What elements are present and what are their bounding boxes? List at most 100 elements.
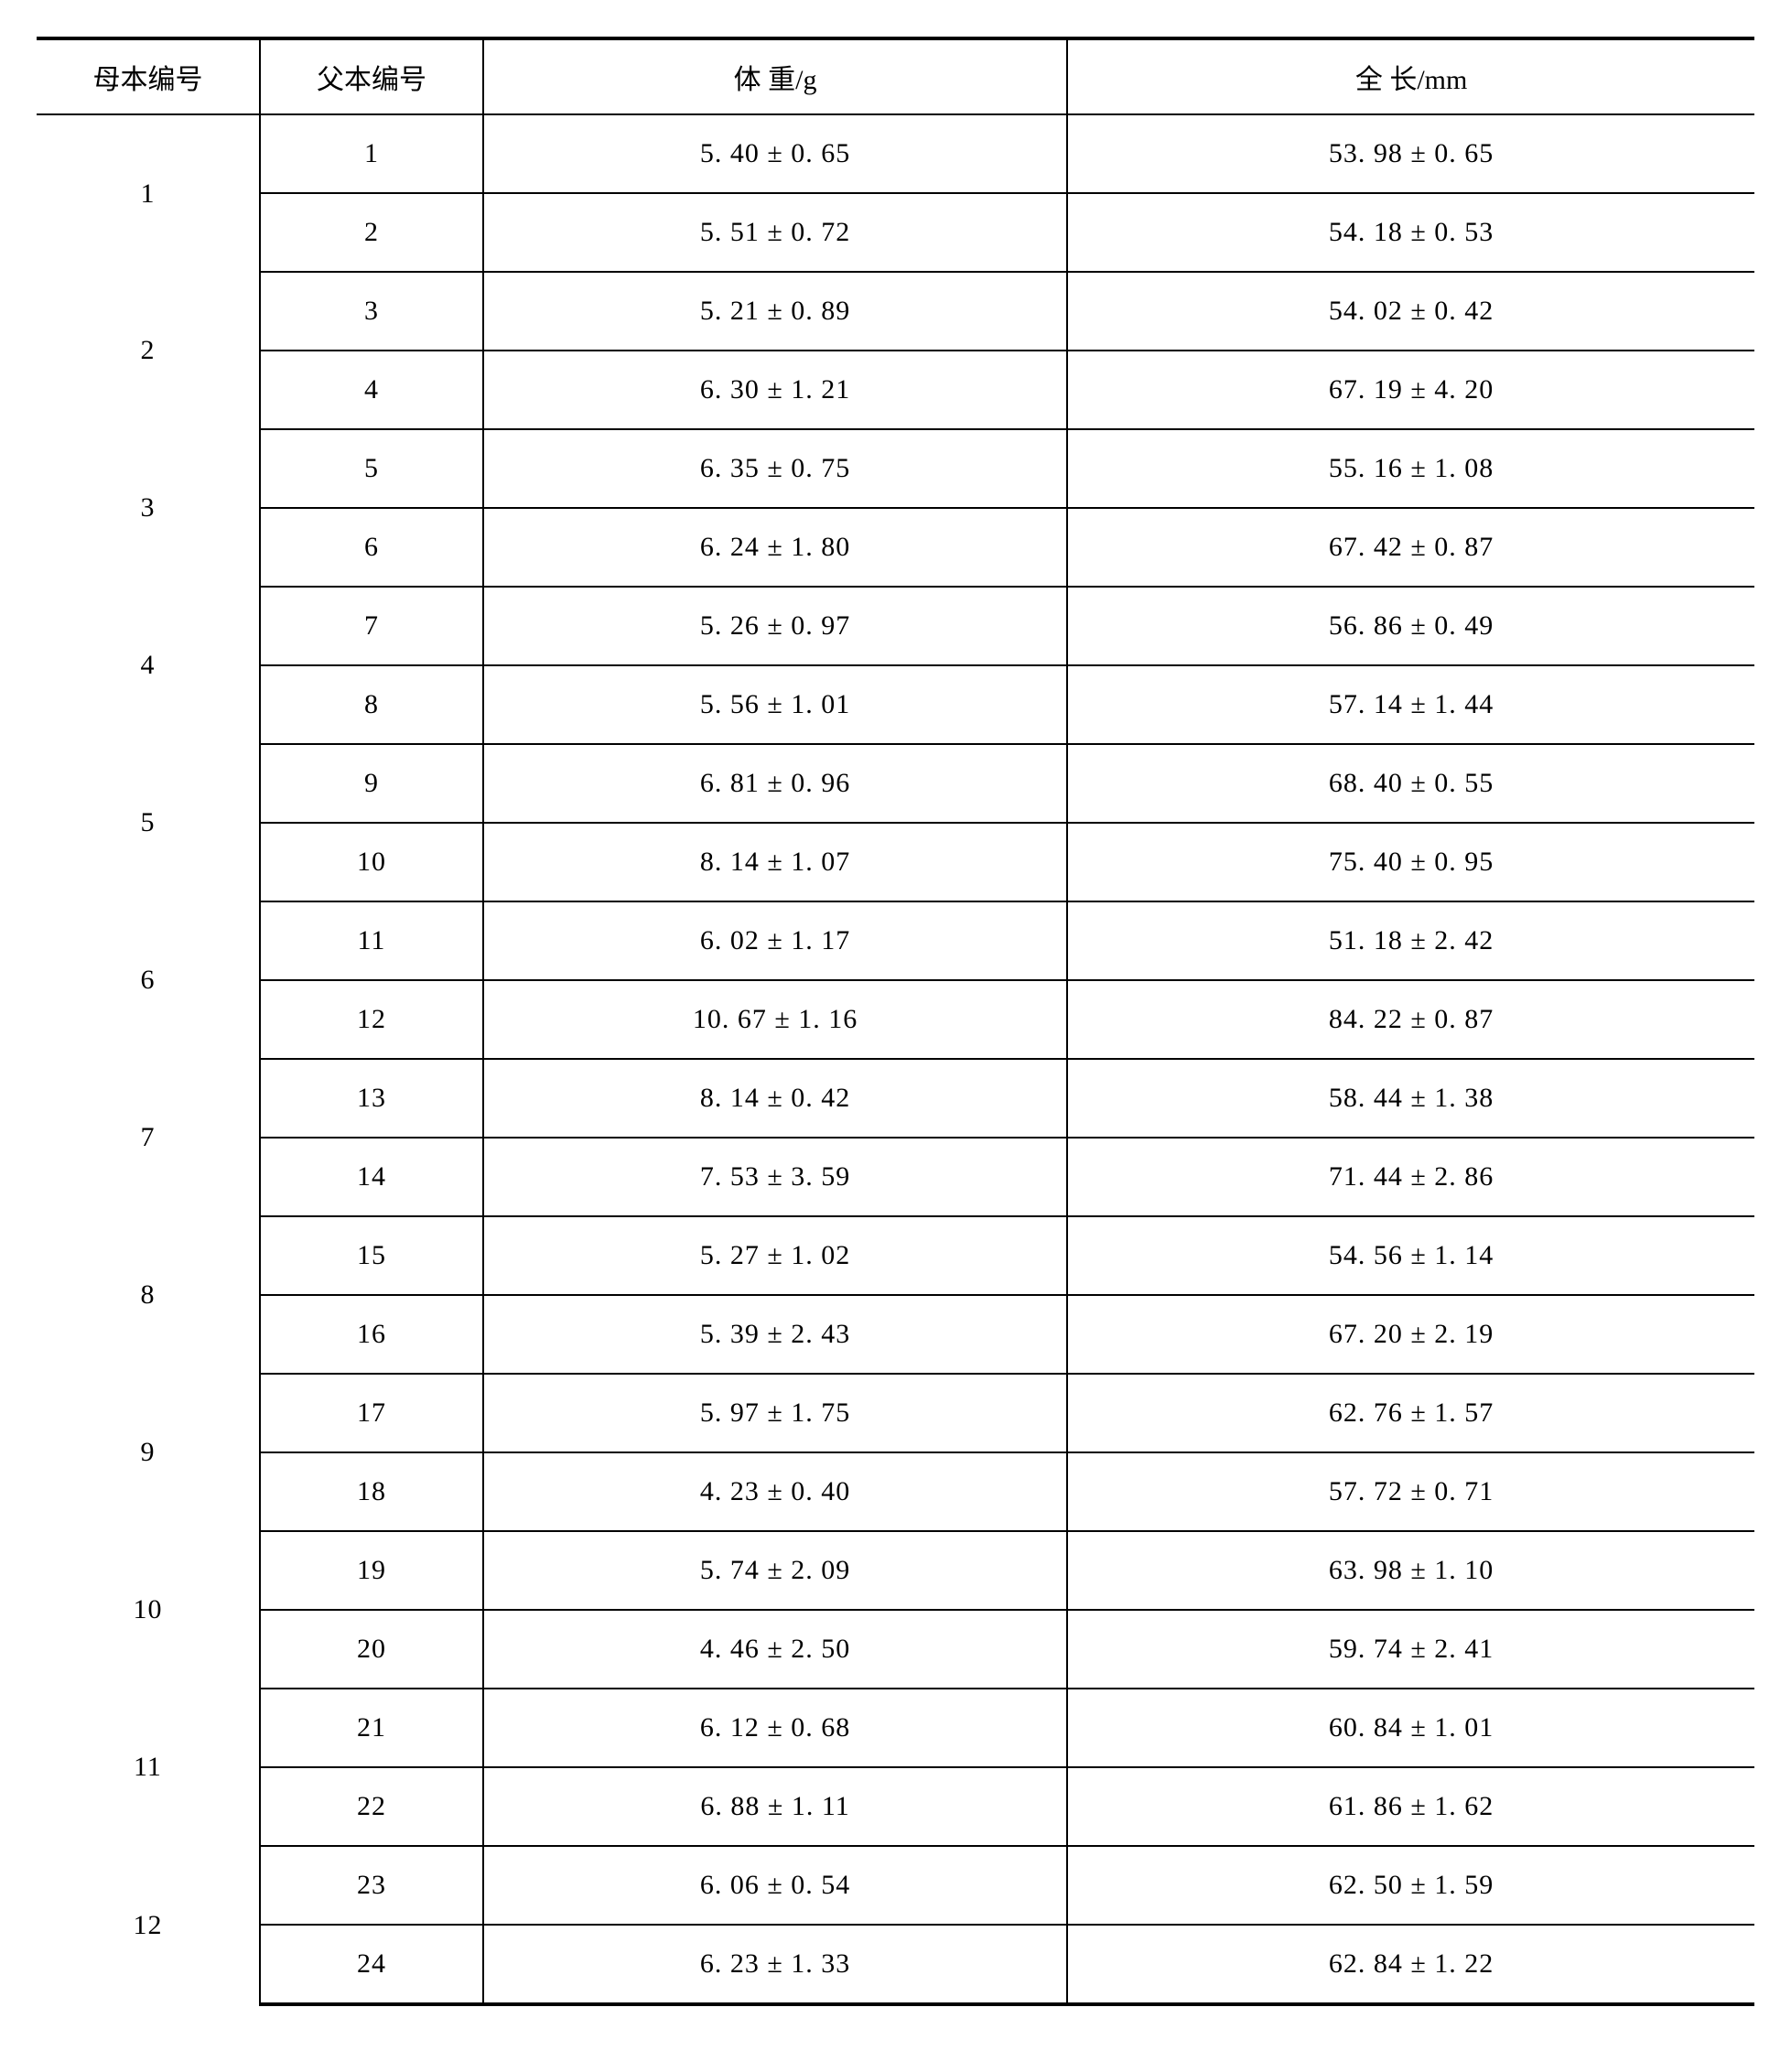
cell-length: 54. 02 ± 0. 42 [1067,272,1754,351]
table-row: 596. 81 ± 0. 9668. 40 ± 0. 55 [37,744,1754,823]
cell-weight: 6. 81 ± 0. 96 [483,744,1067,823]
table-row: 356. 35 ± 0. 7555. 16 ± 1. 08 [37,429,1754,508]
cell-father: 14 [260,1138,483,1216]
cell-weight: 4. 46 ± 2. 50 [483,1610,1067,1689]
cell-father: 6 [260,508,483,587]
cell-mother: 6 [37,901,260,1059]
cell-length: 62. 76 ± 1. 57 [1067,1374,1754,1452]
cell-father: 24 [260,1925,483,2004]
cell-father: 9 [260,744,483,823]
cell-father: 5 [260,429,483,508]
cell-father: 8 [260,665,483,744]
cell-length: 56. 86 ± 0. 49 [1067,587,1754,665]
cell-weight: 5. 39 ± 2. 43 [483,1295,1067,1374]
cell-length: 54. 18 ± 0. 53 [1067,193,1754,272]
cell-mother: 3 [37,429,260,587]
cell-mother: 1 [37,114,260,272]
cell-weight: 5. 40 ± 0. 65 [483,114,1067,193]
cell-weight: 8. 14 ± 0. 42 [483,1059,1067,1138]
cell-mother: 8 [37,1216,260,1374]
cell-length: 67. 19 ± 4. 20 [1067,351,1754,429]
col-header-weight: 体 重/g [483,38,1067,114]
cell-weight: 10. 67 ± 1. 16 [483,980,1067,1059]
cell-length: 57. 14 ± 1. 44 [1067,665,1754,744]
table-row: 10195. 74 ± 2. 0963. 98 ± 1. 10 [37,1531,1754,1610]
cell-length: 55. 16 ± 1. 08 [1067,429,1754,508]
cell-father: 15 [260,1216,483,1295]
cell-length: 60. 84 ± 1. 01 [1067,1689,1754,1767]
cell-length: 61. 86 ± 1. 62 [1067,1767,1754,1846]
cell-weight: 6. 30 ± 1. 21 [483,351,1067,429]
cell-weight: 4. 23 ± 0. 40 [483,1452,1067,1531]
cell-length: 71. 44 ± 2. 86 [1067,1138,1754,1216]
cell-weight: 8. 14 ± 1. 07 [483,823,1067,901]
cell-length: 57. 72 ± 0. 71 [1067,1452,1754,1531]
cell-father: 19 [260,1531,483,1610]
cell-weight: 6. 12 ± 0. 68 [483,1689,1067,1767]
cell-mother: 10 [37,1531,260,1689]
cell-father: 23 [260,1846,483,1925]
cell-weight: 7. 53 ± 3. 59 [483,1138,1067,1216]
table-row: 226. 88 ± 1. 1161. 86 ± 1. 62 [37,1767,1754,1846]
cell-father: 2 [260,193,483,272]
cell-father: 10 [260,823,483,901]
table-body: 115. 40 ± 0. 6553. 98 ± 0. 6525. 51 ± 0.… [37,114,1754,2004]
col-header-father: 父本编号 [260,38,483,114]
col-header-length: 全 长/mm [1067,38,1754,114]
table-row: 165. 39 ± 2. 4367. 20 ± 2. 19 [37,1295,1754,1374]
cell-weight: 6. 06 ± 0. 54 [483,1846,1067,1925]
cell-mother: 9 [37,1374,260,1531]
cell-length: 67. 20 ± 2. 19 [1067,1295,1754,1374]
cell-mother: 2 [37,272,260,429]
table-row: 85. 56 ± 1. 0157. 14 ± 1. 44 [37,665,1754,744]
cell-weight: 6. 02 ± 1. 17 [483,901,1067,980]
table-row: 46. 30 ± 1. 2167. 19 ± 4. 20 [37,351,1754,429]
col-header-mother: 母本编号 [37,38,260,114]
table-row: 66. 24 ± 1. 8067. 42 ± 0. 87 [37,508,1754,587]
table-row: 7138. 14 ± 0. 4258. 44 ± 1. 38 [37,1059,1754,1138]
cell-length: 67. 42 ± 0. 87 [1067,508,1754,587]
cell-mother: 11 [37,1689,260,1846]
table-row: 1210. 67 ± 1. 1684. 22 ± 0. 87 [37,980,1754,1059]
cell-father: 13 [260,1059,483,1138]
cell-length: 63. 98 ± 1. 10 [1067,1531,1754,1610]
cell-weight: 6. 24 ± 1. 80 [483,508,1067,587]
cell-mother: 7 [37,1059,260,1216]
data-table: 母本编号 父本编号 体 重/g 全 长/mm 115. 40 ± 0. 6553… [37,37,1754,2006]
table-row: 9175. 97 ± 1. 7562. 76 ± 1. 57 [37,1374,1754,1452]
cell-weight: 5. 74 ± 2. 09 [483,1531,1067,1610]
cell-weight: 5. 26 ± 0. 97 [483,587,1067,665]
cell-father: 4 [260,351,483,429]
table-row: 246. 23 ± 1. 3362. 84 ± 1. 22 [37,1925,1754,2004]
cell-father: 18 [260,1452,483,1531]
table-row: 475. 26 ± 0. 9756. 86 ± 0. 49 [37,587,1754,665]
table-row: 147. 53 ± 3. 5971. 44 ± 2. 86 [37,1138,1754,1216]
cell-weight: 5. 51 ± 0. 72 [483,193,1067,272]
cell-weight: 6. 35 ± 0. 75 [483,429,1067,508]
table-row: 6116. 02 ± 1. 1751. 18 ± 2. 42 [37,901,1754,980]
cell-length: 84. 22 ± 0. 87 [1067,980,1754,1059]
cell-mother: 12 [37,1846,260,2004]
cell-father: 11 [260,901,483,980]
cell-father: 12 [260,980,483,1059]
cell-weight: 5. 21 ± 0. 89 [483,272,1067,351]
cell-father: 3 [260,272,483,351]
cell-father: 21 [260,1689,483,1767]
cell-father: 16 [260,1295,483,1374]
header-row: 母本编号 父本编号 体 重/g 全 长/mm [37,38,1754,114]
table-row: 8155. 27 ± 1. 0254. 56 ± 1. 14 [37,1216,1754,1295]
cell-father: 7 [260,587,483,665]
cell-length: 51. 18 ± 2. 42 [1067,901,1754,980]
cell-father: 20 [260,1610,483,1689]
table-row: 115. 40 ± 0. 6553. 98 ± 0. 65 [37,114,1754,193]
cell-mother: 4 [37,587,260,744]
cell-length: 62. 50 ± 1. 59 [1067,1846,1754,1925]
cell-mother: 5 [37,744,260,901]
table-row: 184. 23 ± 0. 4057. 72 ± 0. 71 [37,1452,1754,1531]
cell-father: 1 [260,114,483,193]
cell-weight: 6. 23 ± 1. 33 [483,1925,1067,2004]
cell-weight: 5. 27 ± 1. 02 [483,1216,1067,1295]
cell-weight: 5. 56 ± 1. 01 [483,665,1067,744]
table-row: 108. 14 ± 1. 0775. 40 ± 0. 95 [37,823,1754,901]
table-row: 25. 51 ± 0. 7254. 18 ± 0. 53 [37,193,1754,272]
